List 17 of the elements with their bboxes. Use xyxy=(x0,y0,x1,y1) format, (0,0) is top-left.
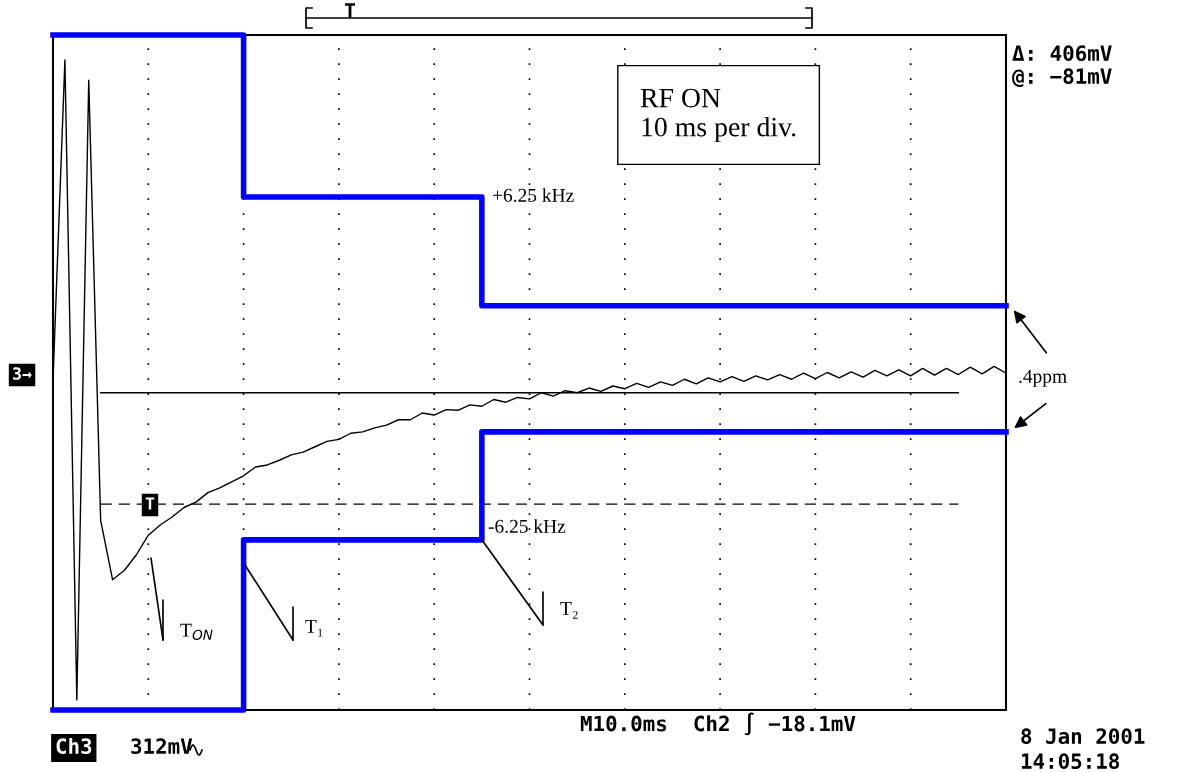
annotation: -6.25 kHz xyxy=(488,519,566,533)
annotation: T₁ xyxy=(305,619,323,637)
text: M10.0ms Ch2 ∫ −18.1mV xyxy=(580,712,856,736)
text: 14:05:18 xyxy=(1021,753,1120,770)
text: 3→ xyxy=(13,367,32,380)
annotation: T₂ xyxy=(560,601,578,619)
annotation: +6.25 kHz xyxy=(492,188,574,202)
text: .4ppm xyxy=(1019,369,1067,387)
annotation: T$_{ON}$ xyxy=(180,623,213,640)
text: Ch3 xyxy=(56,737,92,755)
text: 312mV xyxy=(131,738,193,755)
text: @: −81mV xyxy=(1012,68,1112,87)
annotation: T xyxy=(145,497,155,510)
text: Δ: 406mV xyxy=(1012,45,1112,62)
text: T xyxy=(345,3,355,18)
text: 8 Jan 2001 xyxy=(1021,728,1145,745)
annotation: RF ON 10 ms per div. xyxy=(640,88,796,143)
